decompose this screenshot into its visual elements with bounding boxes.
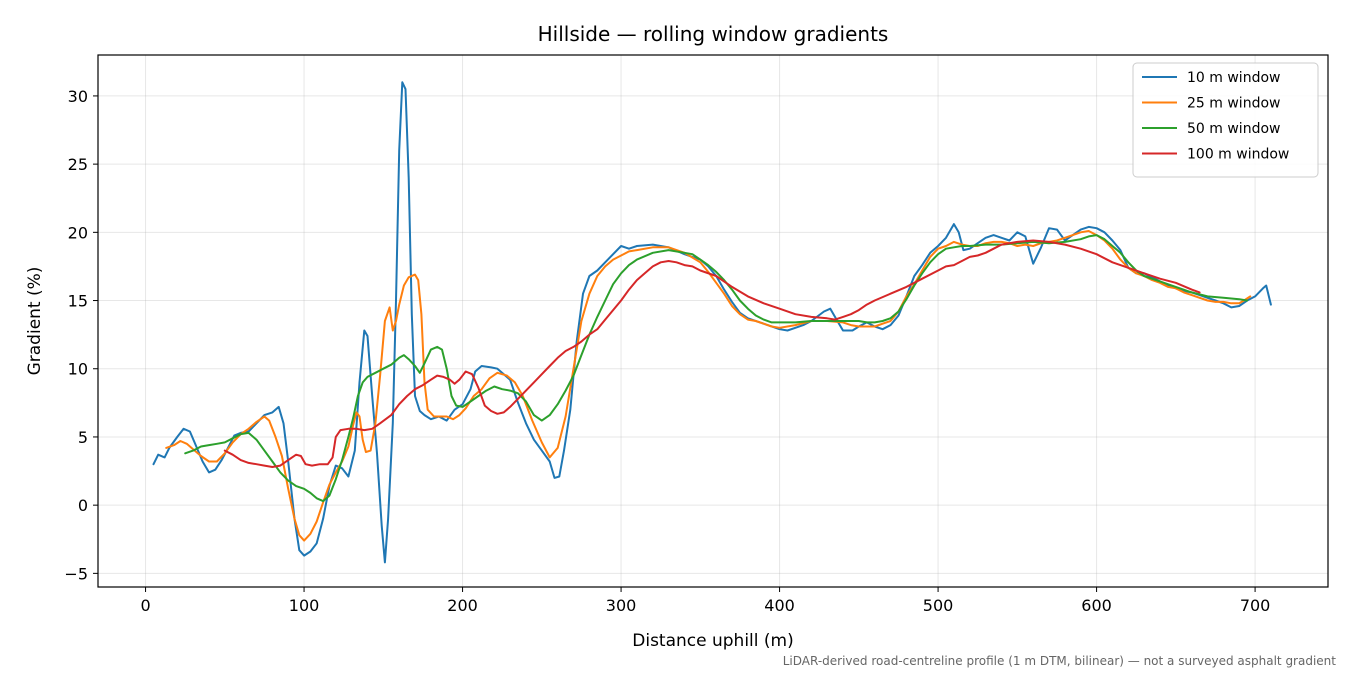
y-tick-label: 30 <box>68 87 88 106</box>
y-tick-label: 10 <box>68 360 88 379</box>
legend-label: 100 m window <box>1187 147 1289 163</box>
x-tick-label: 700 <box>1240 596 1271 615</box>
x-axis: 0 100 200 300 400 500 600 700 <box>140 587 1270 615</box>
series-line-4 <box>223 239 1201 468</box>
legend-label: 25 m window <box>1187 96 1280 112</box>
series-line-2 <box>165 230 1252 542</box>
legend-box <box>1132 62 1319 178</box>
x-tick-label: 600 <box>1081 596 1112 615</box>
x-tick-label: 500 <box>923 596 954 615</box>
x-axis-label: Distance uphill (m) <box>632 631 793 651</box>
x-tick-label: 300 <box>606 596 637 615</box>
x-tick-label: 0 <box>140 596 150 615</box>
legend: 10 m window 25 m window 50 m window 100 m w… <box>1132 62 1319 178</box>
y-tick-label: −5 <box>64 564 88 583</box>
legend-label: 50 m window <box>1187 121 1280 137</box>
footnote: LiDAR-derived road-centreline profile (1… <box>783 654 1337 668</box>
y-axis-label: Gradient (%) <box>25 267 45 376</box>
y-tick-label: 15 <box>68 292 88 311</box>
series-lines <box>152 81 1272 564</box>
legend-label: 10 m window <box>1187 70 1280 86</box>
chart-title: Hillside — rolling window gradients <box>538 22 889 46</box>
y-axis: −5 0 5 10 15 20 25 30 <box>64 87 98 583</box>
x-tick-label: 200 <box>447 596 478 615</box>
x-tick-label: 400 <box>764 596 795 615</box>
plot-frame <box>97 54 1329 588</box>
y-tick-label: 20 <box>68 223 88 242</box>
y-tick-label: 25 <box>68 155 88 174</box>
y-tick-label: 5 <box>78 428 88 447</box>
x-tick-label: 100 <box>289 596 320 615</box>
y-tick-label: 0 <box>78 496 88 515</box>
